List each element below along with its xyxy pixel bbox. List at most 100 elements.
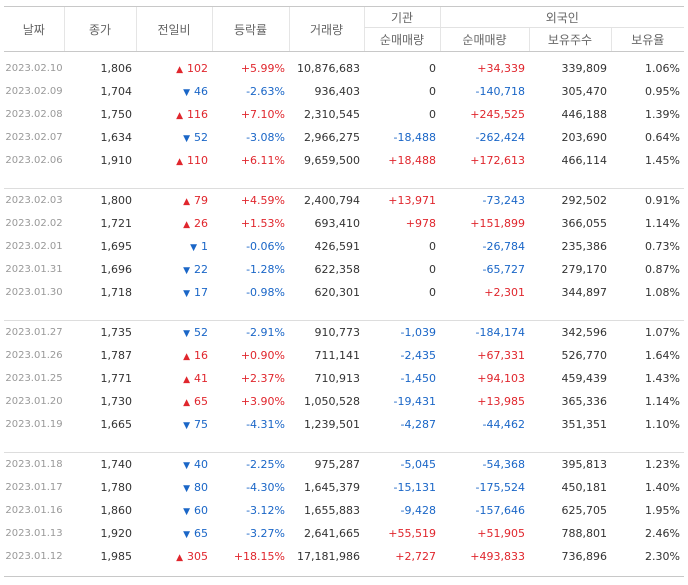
table-footer-line bbox=[4, 568, 684, 577]
cell-rate: +7.10% bbox=[240, 108, 285, 121]
table-row: 2023.01.30 1,718 ▼ 17 -0.98% 620,301 0 +2,301 34… bbox=[4, 281, 684, 304]
cell-foreign-hold: 788,801 bbox=[561, 527, 608, 540]
cell-inst-net: +18,488 bbox=[388, 154, 436, 167]
cell-rate: +1.53% bbox=[240, 217, 285, 230]
cell-close: 1,665 bbox=[100, 418, 133, 431]
cell-change: ▼ 75 bbox=[136, 413, 212, 436]
cell-change: ▲ 305 bbox=[136, 545, 212, 568]
cell-close: 1,800 bbox=[100, 194, 133, 207]
cell-inst-net: 0 bbox=[429, 85, 436, 98]
cell-foreign-ratio: 1.10% bbox=[645, 418, 680, 431]
change-value: 75 bbox=[194, 418, 208, 431]
cell-foreign-hold: 342,596 bbox=[561, 326, 608, 339]
cell-rate: -2.63% bbox=[246, 85, 285, 98]
cell-change: ▼ 52 bbox=[136, 321, 212, 345]
change-value: 22 bbox=[194, 263, 208, 276]
cell-date: 2023.01.17 bbox=[5, 482, 63, 493]
cell-inst-net: -4,287 bbox=[400, 418, 436, 431]
cell-foreign-net: +67,331 bbox=[477, 349, 525, 362]
cell-inst-net: 0 bbox=[429, 62, 436, 75]
cell-date: 2023.01.27 bbox=[5, 327, 63, 338]
cell-change: ▲ 26 bbox=[136, 212, 212, 235]
triangle-up-icon: ▲ bbox=[183, 352, 190, 362]
change-value: 26 bbox=[194, 217, 208, 230]
cell-rate: +18.15% bbox=[233, 550, 285, 563]
cell-rate: -3.27% bbox=[246, 527, 285, 540]
table-row: 2023.01.16 1,860 ▼ 60 -3.12% 1,655,883 -9,428 -… bbox=[4, 499, 684, 522]
cell-volume: 426,591 bbox=[314, 240, 361, 253]
cell-rate: -4.30% bbox=[246, 481, 285, 494]
triangle-down-icon: ▼ bbox=[183, 289, 190, 299]
cell-inst-net: +55,519 bbox=[388, 527, 436, 540]
cell-foreign-hold: 279,170 bbox=[561, 263, 608, 276]
cell-foreign-net: +172,613 bbox=[470, 154, 525, 167]
cell-date: 2023.02.09 bbox=[5, 86, 63, 97]
change-value: 41 bbox=[194, 372, 208, 385]
cell-close: 1,730 bbox=[100, 395, 133, 408]
cell-volume: 9,659,500 bbox=[304, 154, 360, 167]
cell-change: ▲ 41 bbox=[136, 367, 212, 390]
cell-foreign-ratio: 0.64% bbox=[645, 131, 680, 144]
cell-change: ▼ 1 bbox=[136, 235, 212, 258]
cell-rate: -0.98% bbox=[246, 286, 285, 299]
cell-foreign-ratio: 1.45% bbox=[645, 154, 680, 167]
cell-change: ▲ 116 bbox=[136, 103, 212, 126]
cell-foreign-net: -44,462 bbox=[482, 418, 525, 431]
table-footer-cell bbox=[4, 568, 684, 577]
cell-volume: 2,400,794 bbox=[304, 194, 360, 207]
cell-foreign-ratio: 1.06% bbox=[645, 62, 680, 75]
cell-foreign-net: +94,103 bbox=[477, 372, 525, 385]
cell-inst-net: 0 bbox=[429, 240, 436, 253]
cell-close: 1,771 bbox=[100, 372, 133, 385]
table-row: 2023.02.08 1,750 ▲ 116 +7.10% 2,310,545 0 +245,… bbox=[4, 103, 684, 126]
cell-close: 1,634 bbox=[100, 131, 133, 144]
cell-volume: 1,645,379 bbox=[304, 481, 360, 494]
cell-foreign-ratio: 1.07% bbox=[645, 326, 680, 339]
cell-foreign-net: +493,833 bbox=[470, 550, 525, 563]
cell-rate: -2.91% bbox=[246, 326, 285, 339]
cell-inst-net: -1,450 bbox=[400, 372, 436, 385]
cell-foreign-net: -262,424 bbox=[475, 131, 525, 144]
cell-rate: -3.12% bbox=[246, 504, 285, 517]
cell-close: 1,696 bbox=[100, 263, 133, 276]
cell-volume: 622,358 bbox=[314, 263, 361, 276]
change-value: 110 bbox=[187, 154, 208, 167]
table-row: 2023.01.20 1,730 ▲ 65 +3.90% 1,050,528 -19,431… bbox=[4, 390, 684, 413]
cell-rate: -1.28% bbox=[246, 263, 285, 276]
cell-foreign-hold: 736,896 bbox=[561, 550, 608, 563]
header-volume: 거래량 bbox=[288, 6, 364, 52]
cell-foreign-ratio: 2.46% bbox=[645, 527, 680, 540]
change-value: 305 bbox=[187, 550, 208, 563]
cell-foreign-hold: 203,690 bbox=[561, 131, 608, 144]
cell-inst-net: -1,039 bbox=[400, 326, 436, 339]
cell-change: ▼ 17 bbox=[136, 281, 212, 304]
cell-change: ▲ 79 bbox=[136, 189, 212, 213]
triangle-down-icon: ▼ bbox=[183, 484, 190, 494]
cell-date: 2023.01.26 bbox=[5, 350, 63, 361]
cell-volume: 710,913 bbox=[314, 372, 361, 385]
change-value: 17 bbox=[194, 286, 208, 299]
cell-foreign-ratio: 1.14% bbox=[645, 395, 680, 408]
group-separator bbox=[4, 436, 684, 453]
cell-foreign-ratio: 1.08% bbox=[645, 286, 680, 299]
triangle-up-icon: ▲ bbox=[183, 197, 190, 207]
cell-inst-net: -5,045 bbox=[400, 458, 436, 471]
table-row: 2023.02.09 1,704 ▼ 46 -2.63% 936,403 0 -140,718… bbox=[4, 80, 684, 103]
table-row: 2023.02.06 1,910 ▲ 110 +6.11% 9,659,500 +18,48… bbox=[4, 149, 684, 172]
cell-close: 1,910 bbox=[100, 154, 133, 167]
cell-date: 2023.02.03 bbox=[5, 195, 63, 206]
cell-date: 2023.01.20 bbox=[5, 396, 63, 407]
cell-foreign-ratio: 1.23% bbox=[645, 458, 680, 471]
cell-change: ▼ 52 bbox=[136, 126, 212, 149]
cell-rate: -3.08% bbox=[246, 131, 285, 144]
cell-foreign-hold: 344,897 bbox=[561, 286, 608, 299]
cell-rate: +3.90% bbox=[240, 395, 285, 408]
cell-volume: 975,287 bbox=[314, 458, 361, 471]
header-foreign: 외국인 bbox=[439, 6, 684, 28]
cell-foreign-net: +2,301 bbox=[484, 286, 525, 299]
change-value: 80 bbox=[194, 481, 208, 494]
table-row: 2023.01.18 1,740 ▼ 40 -2.25% 975,287 -5,045 -54… bbox=[4, 453, 684, 477]
triangle-down-icon: ▼ bbox=[183, 461, 190, 471]
cell-change: ▲ 110 bbox=[136, 149, 212, 172]
cell-date: 2023.01.19 bbox=[5, 419, 63, 430]
